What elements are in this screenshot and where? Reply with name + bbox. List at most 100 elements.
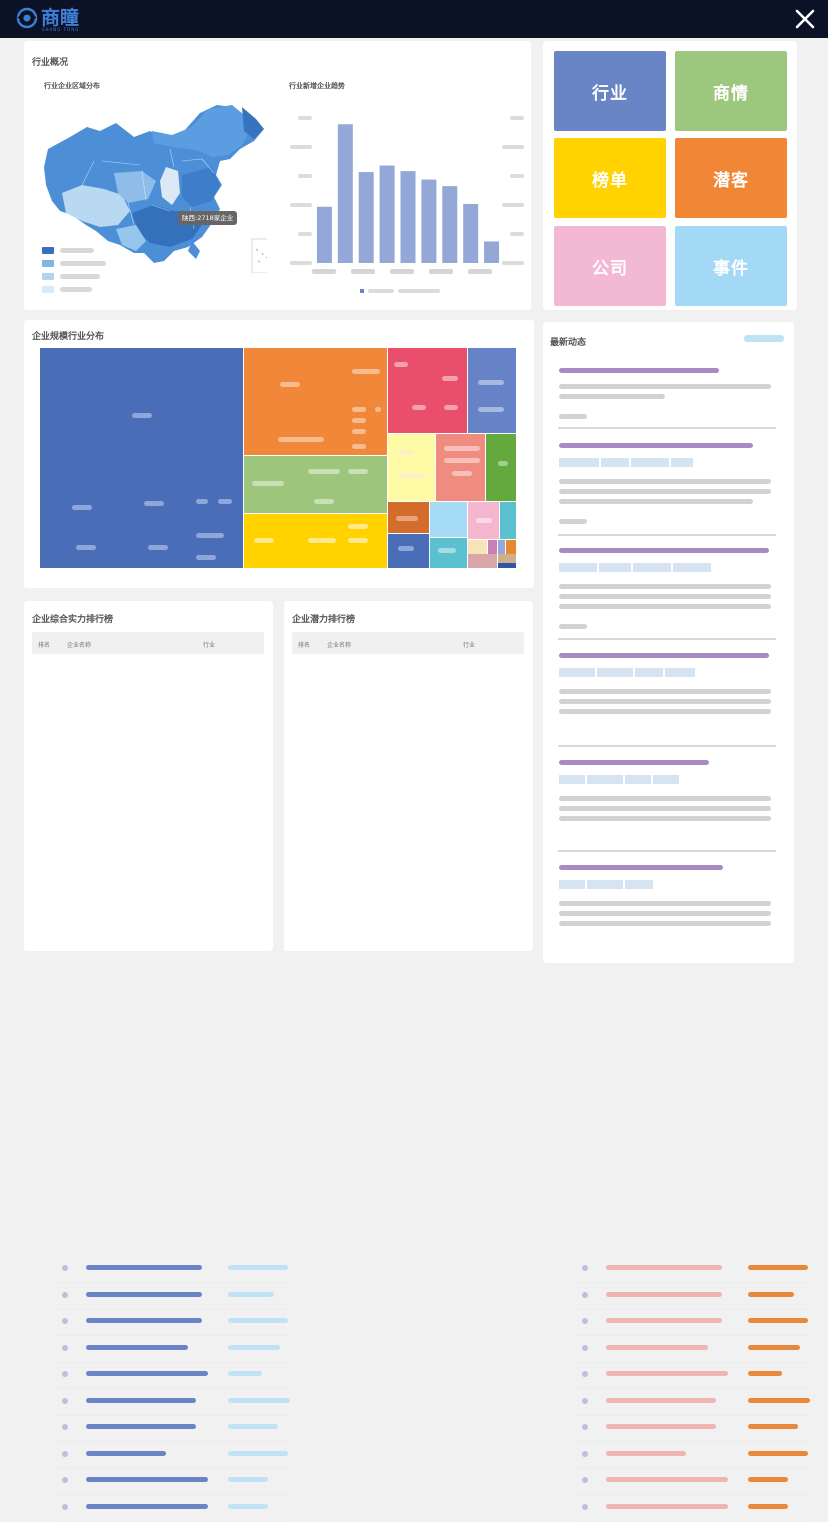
- company-name[interactable]: [606, 1424, 716, 1429]
- strength-table-header: 排名 企业名称 行业: [32, 632, 264, 654]
- tile-events[interactable]: 事件: [675, 226, 787, 306]
- company-name[interactable]: [86, 1424, 196, 1429]
- china-map[interactable]: [42, 101, 267, 273]
- table-row[interactable]: [576, 1337, 808, 1363]
- treemap-cell[interactable]: [388, 348, 468, 434]
- news-tag: [559, 668, 595, 677]
- treemap-cell[interactable]: [388, 534, 430, 568]
- company-name[interactable]: [606, 1344, 708, 1350]
- table-row[interactable]: [576, 1443, 808, 1469]
- treemap-cell[interactable]: [498, 563, 516, 568]
- treemap-cell[interactable]: [486, 434, 516, 502]
- table-row[interactable]: [56, 1257, 288, 1283]
- company-name[interactable]: [606, 1291, 722, 1297]
- y2-axis-tick-label: [510, 174, 524, 178]
- treemap-cell[interactable]: [468, 554, 498, 568]
- news-tag: [559, 458, 599, 467]
- table-row[interactable]: [576, 1416, 808, 1442]
- table-row[interactable]: [56, 1469, 288, 1495]
- treemap-cell[interactable]: [468, 348, 516, 434]
- treemap-cell[interactable]: [468, 540, 488, 554]
- table-row[interactable]: [56, 1337, 288, 1363]
- treemap-cell[interactable]: [468, 502, 500, 540]
- company-name[interactable]: [606, 1477, 728, 1482]
- news-tag: [559, 563, 597, 572]
- news-summary-line: [559, 806, 771, 811]
- rank-indicator: [62, 1477, 68, 1483]
- news-more-link[interactable]: [744, 335, 784, 342]
- trend-bar: [484, 241, 500, 263]
- company-name[interactable]: [86, 1318, 202, 1323]
- table-row[interactable]: [56, 1310, 288, 1336]
- news-tag: [665, 668, 695, 677]
- treemap-panel: 企业规模行业分布: [24, 320, 534, 588]
- treemap-cell[interactable]: [500, 502, 516, 540]
- industry-tag: [748, 1503, 788, 1509]
- company-name[interactable]: [606, 1397, 716, 1403]
- treemap-cell[interactable]: [244, 514, 388, 568]
- map-tooltip: 陕西:2718家企业: [178, 211, 238, 225]
- treemap-cell[interactable]: [244, 348, 388, 456]
- treemap[interactable]: [40, 348, 516, 568]
- treemap-cell[interactable]: [436, 434, 486, 502]
- treemap-cell[interactable]: [388, 434, 436, 502]
- company-name[interactable]: [86, 1344, 188, 1350]
- company-name[interactable]: [86, 1397, 196, 1403]
- table-row[interactable]: [56, 1363, 288, 1389]
- table-row[interactable]: [576, 1257, 808, 1283]
- news-headline[interactable]: [559, 865, 723, 870]
- app-subtitle: SHANG TONG: [42, 27, 80, 32]
- table-row[interactable]: [56, 1284, 288, 1310]
- treemap-cell[interactable]: [40, 348, 244, 568]
- news-tag: [601, 458, 629, 467]
- treemap-cell[interactable]: [388, 502, 430, 534]
- news-headline[interactable]: [559, 368, 719, 373]
- company-name[interactable]: [606, 1503, 728, 1509]
- industry-tag: [228, 1450, 288, 1456]
- news-tag: [631, 458, 669, 467]
- company-name[interactable]: [606, 1318, 722, 1323]
- table-row[interactable]: [576, 1284, 808, 1310]
- company-name[interactable]: [606, 1265, 722, 1270]
- company-name[interactable]: [86, 1371, 208, 1376]
- treemap-cell[interactable]: [244, 456, 388, 514]
- treemap-cell[interactable]: [498, 540, 506, 554]
- table-row[interactable]: [576, 1310, 808, 1336]
- table-row[interactable]: [576, 1469, 808, 1495]
- table-row[interactable]: [576, 1390, 810, 1416]
- company-name[interactable]: [86, 1450, 166, 1456]
- news-headline[interactable]: [559, 443, 753, 448]
- company-name[interactable]: [86, 1265, 202, 1270]
- table-row[interactable]: [56, 1496, 288, 1522]
- treemap-cell[interactable]: [506, 540, 516, 554]
- table-row[interactable]: [576, 1363, 808, 1389]
- table-row[interactable]: [56, 1416, 288, 1442]
- company-name[interactable]: [606, 1371, 728, 1376]
- tile-business-info[interactable]: 商情: [675, 51, 787, 131]
- legend-swatch: [360, 289, 364, 293]
- table-row[interactable]: [56, 1390, 290, 1416]
- tile-company[interactable]: 公司: [554, 226, 666, 306]
- news-headline[interactable]: [559, 548, 769, 553]
- company-name[interactable]: [606, 1450, 686, 1456]
- table-row[interactable]: [56, 1443, 288, 1469]
- close-icon[interactable]: [794, 8, 816, 30]
- treemap-cell[interactable]: [430, 502, 468, 538]
- news-summary-line: [559, 604, 771, 609]
- treemap-cell[interactable]: [498, 554, 516, 563]
- table-row[interactable]: [576, 1496, 808, 1522]
- tile-rankings[interactable]: 榜单: [554, 138, 666, 218]
- treemap-cell[interactable]: [488, 540, 498, 554]
- company-name[interactable]: [86, 1477, 208, 1482]
- rank-indicator: [582, 1450, 588, 1457]
- treemap-cell[interactable]: [430, 538, 468, 568]
- tile-industry[interactable]: 行业: [554, 51, 666, 131]
- company-name[interactable]: [86, 1291, 202, 1297]
- app-logo[interactable]: 商瞳 SHANG TONG: [16, 7, 80, 32]
- news-headline[interactable]: [559, 760, 709, 765]
- app-name: 商瞳: [41, 7, 80, 29]
- news-headline[interactable]: [559, 653, 769, 658]
- tile-prospects[interactable]: 潜客: [675, 138, 787, 218]
- map-region-east: [182, 167, 220, 207]
- company-name[interactable]: [86, 1503, 208, 1509]
